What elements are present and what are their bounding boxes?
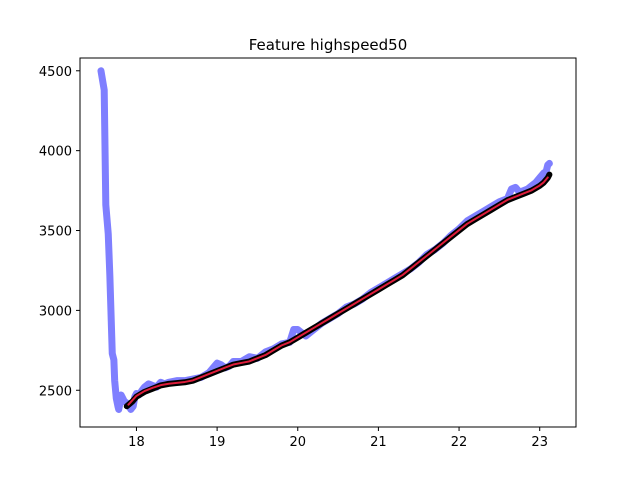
y-axis: 2500 3000 3500 4000 4500	[39, 65, 80, 399]
series-layer	[97, 67, 553, 413]
plot-area	[79, 57, 577, 428]
y-tick-label-0: 2500	[39, 384, 72, 399]
x-tick-label-3: 21	[370, 435, 387, 450]
x-tick-label-0: 18	[128, 435, 145, 450]
y-tick-label-3: 4000	[39, 145, 72, 160]
y-tick-label-2: 3500	[39, 225, 72, 240]
series-line-2	[127, 176, 549, 406]
x-tick-label-5: 23	[531, 435, 548, 450]
x-tick-label-2: 20	[289, 435, 306, 450]
x-axis: 18 19 20 21 22 23	[128, 427, 548, 450]
x-tick-label-4: 22	[451, 435, 468, 450]
x-tick-label-1: 19	[209, 435, 226, 450]
y-tick-label-4: 4500	[39, 65, 72, 80]
chart-title: Feature highspeed50	[249, 36, 408, 54]
y-tick-label-1: 3000	[39, 304, 72, 319]
axes-frame	[79, 57, 577, 428]
